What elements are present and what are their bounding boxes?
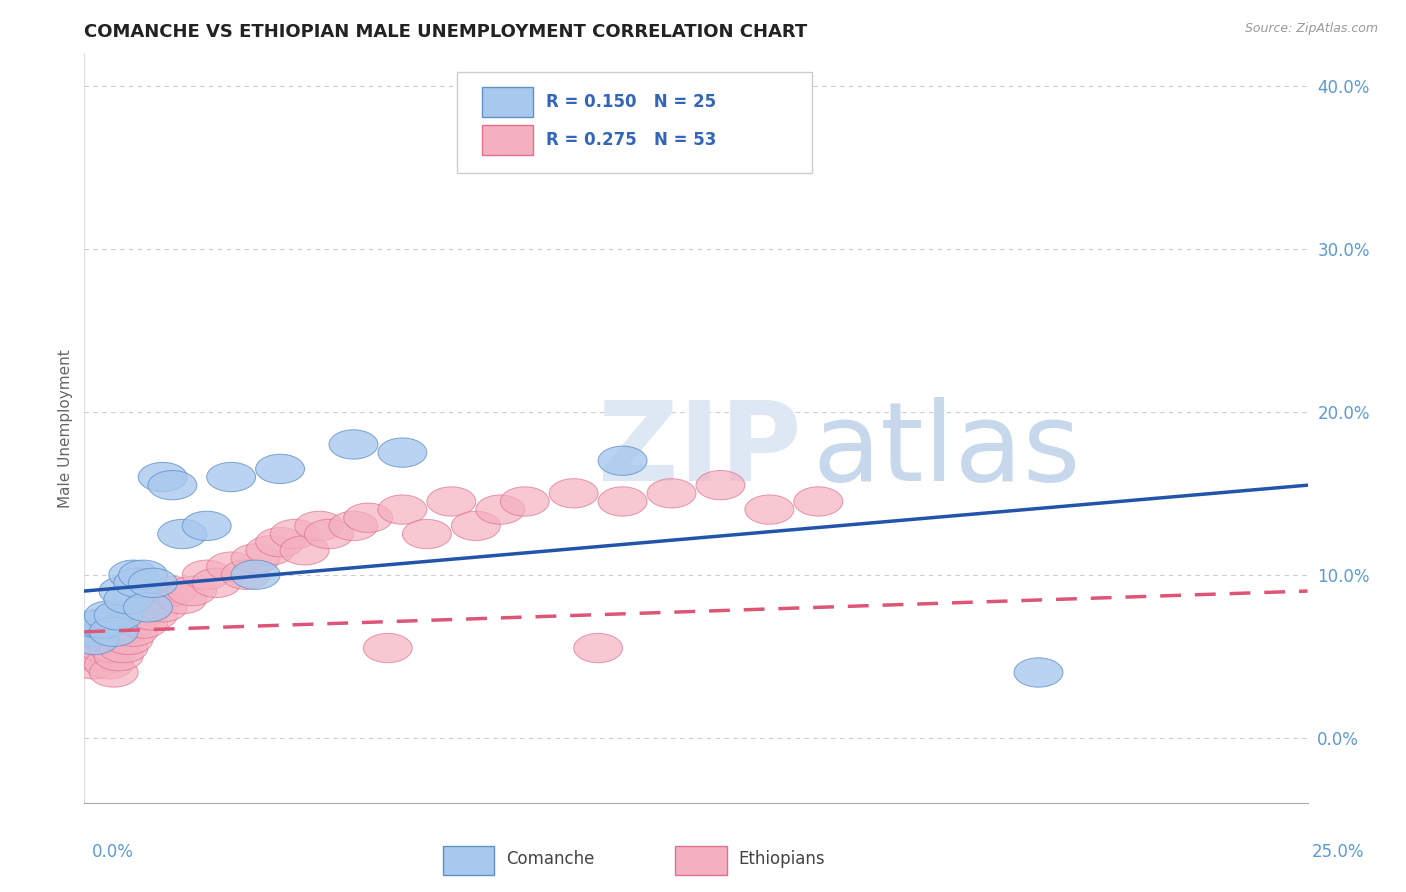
Ellipse shape: [550, 479, 598, 508]
Ellipse shape: [647, 479, 696, 508]
Text: Source: ZipAtlas.com: Source: ZipAtlas.com: [1244, 22, 1378, 36]
Ellipse shape: [378, 438, 427, 467]
Ellipse shape: [124, 592, 173, 622]
Ellipse shape: [183, 560, 231, 590]
Ellipse shape: [378, 495, 427, 524]
Ellipse shape: [1014, 657, 1063, 687]
Ellipse shape: [70, 625, 118, 655]
Ellipse shape: [65, 641, 114, 671]
Ellipse shape: [94, 641, 143, 671]
Ellipse shape: [745, 495, 794, 524]
Text: R = 0.275   N = 53: R = 0.275 N = 53: [546, 131, 716, 149]
Ellipse shape: [70, 649, 118, 679]
Ellipse shape: [118, 560, 167, 590]
Text: 25.0%: 25.0%: [1312, 843, 1364, 861]
Ellipse shape: [451, 511, 501, 541]
Ellipse shape: [89, 617, 138, 647]
Ellipse shape: [157, 519, 207, 549]
Ellipse shape: [84, 649, 134, 679]
Ellipse shape: [108, 617, 157, 647]
Ellipse shape: [104, 625, 153, 655]
Ellipse shape: [402, 519, 451, 549]
Ellipse shape: [65, 617, 114, 647]
Ellipse shape: [108, 560, 157, 590]
Ellipse shape: [295, 511, 343, 541]
Ellipse shape: [231, 544, 280, 574]
Ellipse shape: [256, 527, 305, 557]
Ellipse shape: [329, 511, 378, 541]
Ellipse shape: [221, 560, 270, 590]
Ellipse shape: [183, 511, 231, 541]
FancyBboxPatch shape: [482, 125, 533, 154]
Ellipse shape: [94, 601, 143, 630]
Ellipse shape: [98, 633, 148, 663]
FancyBboxPatch shape: [443, 846, 494, 875]
Ellipse shape: [305, 519, 353, 549]
Ellipse shape: [98, 609, 148, 639]
Ellipse shape: [475, 495, 524, 524]
Ellipse shape: [89, 633, 138, 663]
Ellipse shape: [329, 430, 378, 459]
Ellipse shape: [84, 625, 134, 655]
Ellipse shape: [89, 657, 138, 687]
Ellipse shape: [128, 601, 177, 630]
Ellipse shape: [231, 560, 280, 590]
Text: ZIP: ZIP: [598, 397, 801, 504]
Ellipse shape: [80, 633, 128, 663]
Ellipse shape: [70, 625, 118, 655]
Ellipse shape: [148, 576, 197, 606]
Ellipse shape: [148, 470, 197, 500]
Ellipse shape: [363, 633, 412, 663]
Ellipse shape: [118, 609, 167, 639]
Ellipse shape: [75, 617, 124, 647]
Ellipse shape: [574, 633, 623, 663]
Text: Ethiopians: Ethiopians: [738, 850, 825, 868]
Ellipse shape: [114, 601, 163, 630]
Ellipse shape: [114, 568, 163, 598]
Ellipse shape: [598, 487, 647, 516]
Ellipse shape: [696, 470, 745, 500]
Ellipse shape: [75, 609, 124, 639]
FancyBboxPatch shape: [457, 72, 813, 173]
Ellipse shape: [134, 584, 183, 614]
Ellipse shape: [246, 536, 295, 565]
Ellipse shape: [270, 519, 319, 549]
Text: R = 0.150   N = 25: R = 0.150 N = 25: [546, 94, 716, 112]
Ellipse shape: [157, 584, 207, 614]
Ellipse shape: [501, 487, 550, 516]
FancyBboxPatch shape: [675, 846, 727, 875]
Ellipse shape: [427, 487, 475, 516]
Ellipse shape: [598, 446, 647, 475]
Text: atlas: atlas: [813, 397, 1081, 504]
Ellipse shape: [138, 592, 187, 622]
Ellipse shape: [193, 568, 240, 598]
Ellipse shape: [207, 462, 256, 491]
Text: 0.0%: 0.0%: [91, 843, 134, 861]
Text: Comanche: Comanche: [506, 850, 595, 868]
Ellipse shape: [98, 576, 148, 606]
Ellipse shape: [84, 601, 134, 630]
Ellipse shape: [167, 576, 217, 606]
Ellipse shape: [207, 552, 256, 582]
Ellipse shape: [80, 609, 128, 639]
Ellipse shape: [138, 462, 187, 491]
Ellipse shape: [104, 584, 153, 614]
Ellipse shape: [94, 617, 143, 647]
Ellipse shape: [280, 536, 329, 565]
Ellipse shape: [124, 592, 173, 622]
FancyBboxPatch shape: [482, 87, 533, 117]
Ellipse shape: [128, 568, 177, 598]
Ellipse shape: [256, 454, 305, 483]
Text: COMANCHE VS ETHIOPIAN MALE UNEMPLOYMENT CORRELATION CHART: COMANCHE VS ETHIOPIAN MALE UNEMPLOYMENT …: [84, 23, 807, 41]
Ellipse shape: [108, 601, 157, 630]
Ellipse shape: [343, 503, 392, 533]
Y-axis label: Male Unemployment: Male Unemployment: [58, 349, 73, 508]
Ellipse shape: [75, 641, 124, 671]
Ellipse shape: [794, 487, 842, 516]
